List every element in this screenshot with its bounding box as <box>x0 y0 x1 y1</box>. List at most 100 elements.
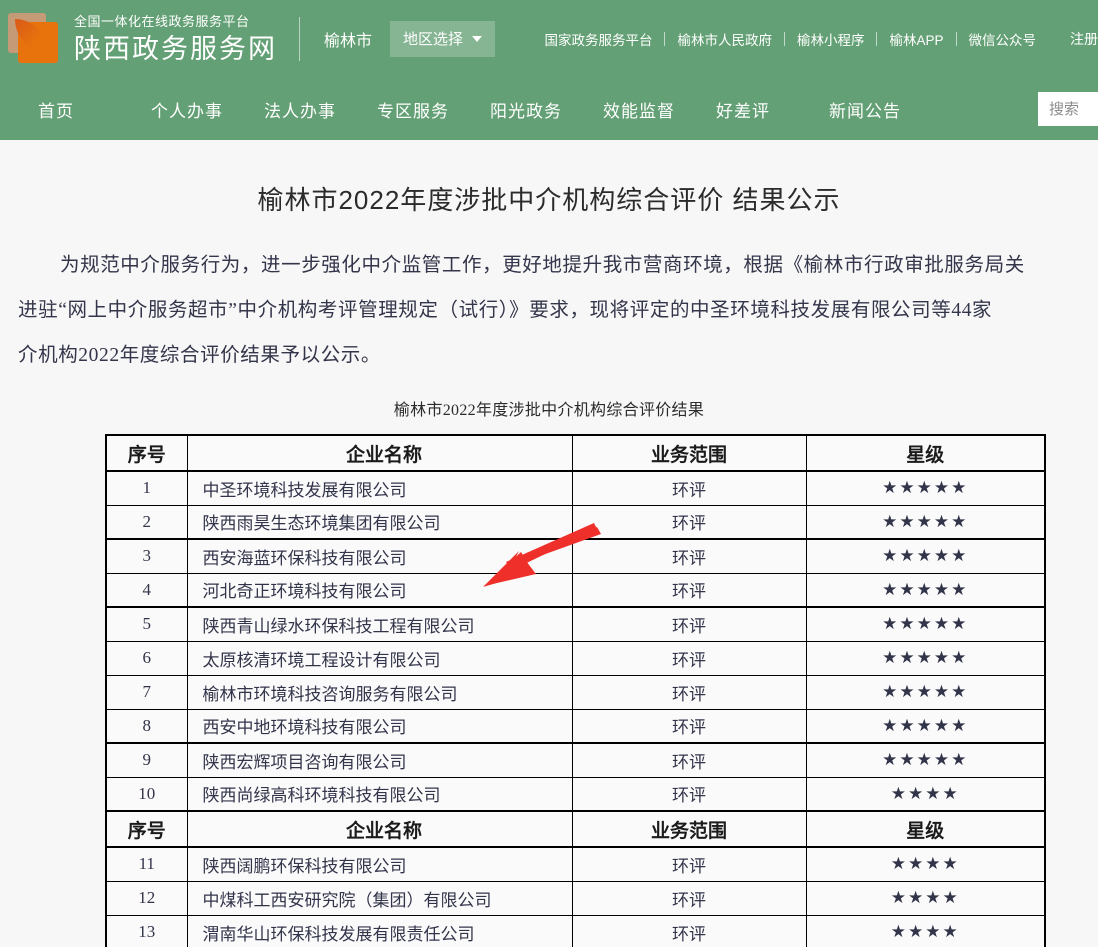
site-header: 全国一体化在线政务服务平台 陕西政务服务网 榆林市 地区选择 国家政务服务平台 … <box>0 0 1098 140</box>
top-link-city-government[interactable]: 榆林市人民政府 <box>677 33 772 48</box>
table-header-row: 序号 企业名称 业务范围 星级 <box>105 434 1046 472</box>
cell-no: 11 <box>105 846 188 882</box>
cell-scope: 环评 <box>571 742 807 778</box>
top-link-wechat-official[interactable]: 微信公众号 <box>968 33 1037 48</box>
cell-no: 4 <box>105 572 188 608</box>
cell-stars: ★★★★★ <box>805 742 1046 778</box>
cell-stars: ★★★★★ <box>805 708 1046 744</box>
cell-no: 3 <box>105 538 188 574</box>
table-row: 2 陕西雨昊生态环境集团有限公司 环评 ★★★★★ <box>105 504 1046 540</box>
main-nav-items: 首页 个人办事 法人办事 专区服务 阳光政务 效能监督 好差评 新闻公告 <box>0 97 942 122</box>
nav-item-zone[interactable]: 专区服务 <box>377 101 449 121</box>
cell-stars: ★★★★ <box>805 914 1046 947</box>
paragraph-line-3: 介机构2022年度综合评价结果予以公示。 <box>18 345 382 366</box>
table-row: 3 西安海蓝环保科技有限公司 环评 ★★★★★ <box>105 538 1046 574</box>
chevron-down-icon <box>472 35 483 42</box>
cell-scope: 环评 <box>571 880 807 916</box>
cell-scope: 环评 <box>571 846 807 882</box>
nav-item-efficiency[interactable]: 效能监督 <box>603 101 675 121</box>
cell-stars: ★★★★★ <box>805 606 1046 642</box>
table-row: 6 太原核清环境工程设计有限公司 环评 ★★★★★ <box>105 640 1046 676</box>
col-header-stars: 星级 <box>805 810 1046 848</box>
brand-divider <box>299 17 300 61</box>
nav-item-news[interactable]: 新闻公告 <box>829 101 901 121</box>
link-separator <box>783 32 785 46</box>
article-container: 榆林市2022年度涉批中介机构综合评价 结果公示 为规范中介服务行为，进一步强化… <box>0 140 1098 947</box>
paragraph-line-2: 进驻“网上中介服务超市”中介机构考评管理规定（试行）》要求，现将评定的中圣环境科… <box>18 300 993 321</box>
link-separator <box>664 32 666 46</box>
cell-no: 6 <box>105 640 188 676</box>
cell-stars: ★★★★★ <box>805 674 1046 710</box>
cell-name: 西安海蓝环保科技有限公司 <box>186 538 573 574</box>
cell-scope: 环评 <box>571 572 807 608</box>
cell-no: 5 <box>105 606 188 642</box>
col-header-scope: 业务范围 <box>571 434 807 472</box>
col-header-name: 企业名称 <box>186 810 573 848</box>
col-header-name: 企业名称 <box>186 434 573 472</box>
cell-name: 中煤科工西安研究院（集团）有限公司 <box>186 880 573 916</box>
cell-name: 西安中地环境科技有限公司 <box>186 708 573 744</box>
article-paragraph: 为规范中介服务行为，进一步强化中介监管工作，更好地提升我市营商环境，根据《榆林市… <box>18 225 1088 378</box>
register-link[interactable]: 注册 <box>1070 31 1098 47</box>
nav-item-legal[interactable]: 法人办事 <box>264 101 336 121</box>
table-header-row-repeat: 序号 企业名称 业务范围 星级 <box>105 810 1046 848</box>
table-row: 7 榆林市环境科技咨询服务有限公司 环评 ★★★★★ <box>105 674 1046 710</box>
cell-no: 2 <box>105 504 188 540</box>
table-row: 8 西安中地环境科技有限公司 环评 ★★★★★ <box>105 708 1046 744</box>
current-city-label: 榆林市 <box>324 33 373 50</box>
nav-item-review[interactable]: 好差评 <box>716 101 770 121</box>
search-input[interactable] <box>1038 92 1098 126</box>
cell-scope: 环评 <box>571 606 807 642</box>
cell-scope: 环评 <box>571 538 807 574</box>
cell-stars: ★★★★★ <box>805 572 1046 608</box>
cell-scope: 环评 <box>571 708 807 744</box>
cell-scope: 环评 <box>571 504 807 540</box>
nav-item-sunshine[interactable]: 阳光政务 <box>490 101 562 121</box>
region-select-label: 地区选择 <box>403 31 464 48</box>
cell-name: 陕西尚绿高科环境科技有限公司 <box>186 776 573 812</box>
region-select-button[interactable]: 地区选择 <box>390 21 496 57</box>
cell-no: 8 <box>105 708 188 744</box>
brand-subtitle: 全国一体化在线政务服务平台 <box>74 14 250 29</box>
top-link-mini-program[interactable]: 榆林小程序 <box>796 33 865 48</box>
site-logo-icon[interactable] <box>6 11 62 67</box>
page-title: 榆林市2022年度涉批中介机构综合评价 结果公示 <box>257 185 841 215</box>
col-header-no: 序号 <box>105 434 188 472</box>
top-link-national-platform[interactable]: 国家政务服务平台 <box>544 33 653 48</box>
nav-item-home[interactable]: 首页 <box>38 101 74 121</box>
table-caption: 榆林市2022年度涉批中介机构综合评价结果 <box>393 402 705 419</box>
cell-scope: 环评 <box>571 776 807 812</box>
table-row: 4 河北奇正环境科技有限公司 环评 ★★★★★ <box>105 572 1046 608</box>
paragraph-line-1: 为规范中介服务行为，进一步强化中介监管工作，更好地提升我市营商环境，根据《榆林市… <box>18 243 1088 288</box>
link-separator <box>876 32 878 46</box>
col-header-scope: 业务范围 <box>571 810 807 848</box>
cell-scope: 环评 <box>571 640 807 676</box>
top-link-app[interactable]: 榆林APP <box>889 33 944 48</box>
cell-name: 中圣环境科技发展有限公司 <box>186 470 573 506</box>
cell-stars: ★★★★★ <box>805 538 1046 574</box>
cell-name: 陕西阔鹏环保科技有限公司 <box>186 846 573 882</box>
table-row: 5 陕西青山绿水环保科技工程有限公司 环评 ★★★★★ <box>105 606 1046 642</box>
cell-name: 陕西雨昊生态环境集团有限公司 <box>186 504 573 540</box>
nav-item-personal[interactable]: 个人办事 <box>151 101 223 121</box>
cell-no: 1 <box>105 470 188 506</box>
cell-name: 陕西青山绿水环保科技工程有限公司 <box>186 606 573 642</box>
cell-no: 7 <box>105 674 188 710</box>
cell-stars: ★★★★ <box>805 880 1046 916</box>
cell-scope: 环评 <box>571 674 807 710</box>
cell-name: 渭南华山环保科技发展有限责任公司 <box>186 914 573 947</box>
table-row: 10 陕西尚绿高科环境科技有限公司 环评 ★★★★ <box>105 776 1046 812</box>
main-navigation: 首页 个人办事 法人办事 专区服务 阳光政务 效能监督 好差评 新闻公告 <box>0 78 1098 140</box>
header-quick-links: 国家政务服务平台 榆林市人民政府 榆林小程序 榆林APP 微信公众号 注册 <box>532 29 1098 49</box>
rating-table: 序号 企业名称 业务范围 星级 1 中圣环境科技发展有限公司 环评 ★★★★★ … <box>105 434 1046 947</box>
table-row: 9 陕西宏辉项目咨询有限公司 环评 ★★★★★ <box>105 742 1046 778</box>
cell-name: 榆林市环境科技咨询服务有限公司 <box>186 674 573 710</box>
brand-title: 陕西政务服务网 <box>74 34 277 64</box>
cell-no: 9 <box>105 742 188 778</box>
cell-stars: ★★★★ <box>805 846 1046 882</box>
cell-no: 13 <box>105 914 188 947</box>
table-row: 1 中圣环境科技发展有限公司 环评 ★★★★★ <box>105 470 1046 506</box>
cell-stars: ★★★★★ <box>805 504 1046 540</box>
col-header-stars: 星级 <box>805 434 1046 472</box>
